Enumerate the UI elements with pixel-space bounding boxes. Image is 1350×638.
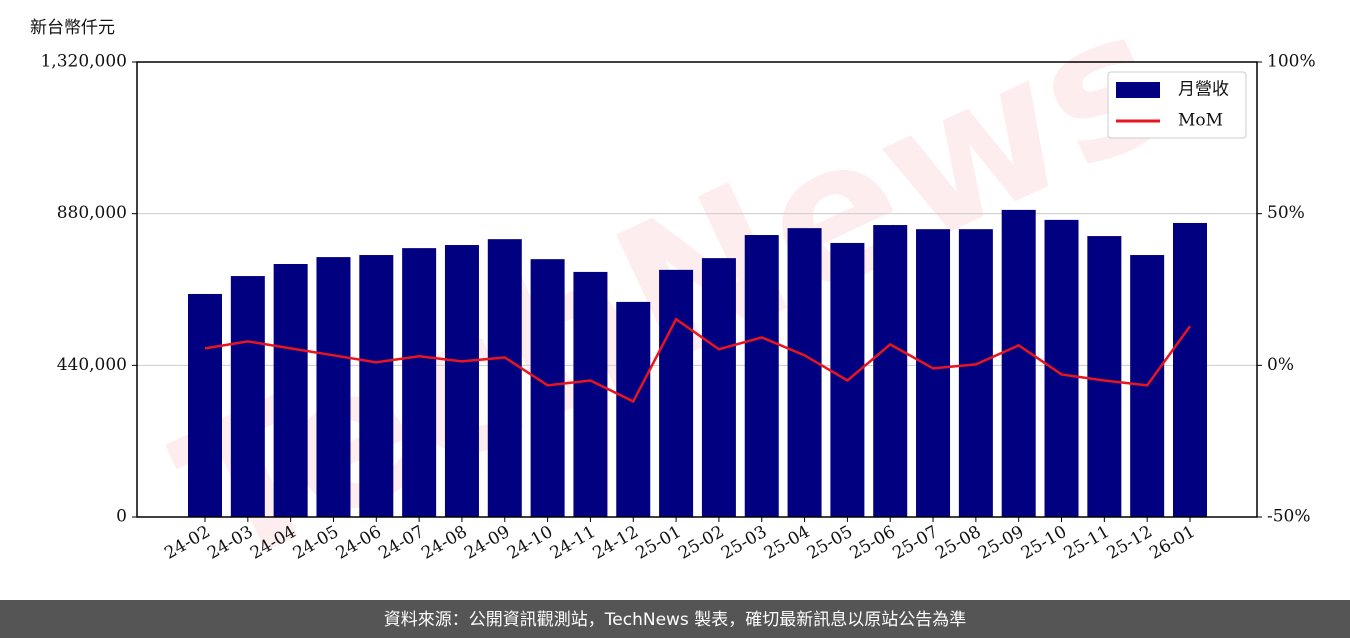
x-tick-label: 25-02 bbox=[675, 522, 727, 564]
line bbox=[204, 317, 1192, 404]
bar bbox=[873, 225, 908, 517]
bar bbox=[616, 301, 651, 517]
bar bbox=[916, 229, 951, 517]
bar bbox=[1087, 236, 1122, 518]
bar bbox=[1001, 209, 1036, 517]
x-tick-label: 24-12 bbox=[590, 522, 642, 564]
x-tick-label: 26-01 bbox=[1146, 522, 1198, 564]
x-tick-label: 25-09 bbox=[975, 522, 1027, 564]
x-tick-label: 24-02 bbox=[161, 522, 213, 564]
bar bbox=[787, 228, 822, 518]
x-tick-label: 24-11 bbox=[547, 522, 599, 564]
footer: 資料來源：公開資訊觀測站，TechNews 製表，確切最新訊息以原站公告為準 bbox=[384, 610, 966, 630]
bar bbox=[188, 293, 222, 517]
x-tick-label: 25-10 bbox=[1018, 522, 1070, 564]
x-tick-label: 24-08 bbox=[418, 522, 470, 564]
bar bbox=[487, 239, 522, 517]
footer-band bbox=[0, 600, 1350, 638]
y2-tick-label: 0% bbox=[1267, 355, 1294, 375]
bar bbox=[1044, 219, 1079, 517]
x-tick-label: 25-08 bbox=[932, 522, 984, 564]
bar bbox=[359, 255, 394, 517]
x-tick-label: 25-12 bbox=[1103, 522, 1155, 564]
bar bbox=[316, 257, 351, 517]
bar bbox=[958, 229, 993, 517]
x-tick-label: 24-10 bbox=[504, 522, 556, 564]
x-tick-label: 25-01 bbox=[632, 522, 684, 564]
x-tick-label: 25-04 bbox=[761, 522, 813, 564]
bar bbox=[444, 245, 479, 517]
y-tick-label: 440,000 bbox=[57, 355, 127, 375]
x-tick-label: 25-06 bbox=[847, 522, 899, 564]
bar bbox=[530, 259, 565, 517]
x-tick-label: 25-07 bbox=[889, 522, 941, 564]
bar bbox=[1173, 222, 1207, 517]
bar bbox=[402, 248, 437, 518]
legend-swatch bbox=[1116, 82, 1160, 98]
x-tick-label: 24-09 bbox=[461, 522, 513, 564]
bar bbox=[573, 271, 608, 517]
y-tick-label: 880,000 bbox=[57, 203, 127, 223]
plot-frame bbox=[136, 61, 1258, 518]
y2-tick-label: 100% bbox=[1267, 52, 1316, 72]
bar bbox=[659, 269, 694, 517]
x-tick-label: 25-11 bbox=[1061, 522, 1113, 564]
y-tick-label: 0 bbox=[116, 507, 127, 527]
bar bbox=[701, 258, 736, 517]
y2-tick-label: 50% bbox=[1267, 203, 1305, 223]
bar bbox=[230, 276, 265, 517]
x-tick-label: 25-03 bbox=[718, 522, 770, 564]
legend-label: 月營收 bbox=[1178, 80, 1229, 100]
legend-label: MoM bbox=[1178, 111, 1223, 131]
bar bbox=[744, 235, 779, 517]
x-tick-label: 25-05 bbox=[804, 522, 856, 564]
y-tick-label: 1,320,000 bbox=[40, 52, 127, 72]
y-unit-label: 新台幣仟元 bbox=[30, 18, 115, 38]
bar bbox=[273, 263, 308, 517]
y2-tick-label: -50% bbox=[1267, 507, 1311, 527]
